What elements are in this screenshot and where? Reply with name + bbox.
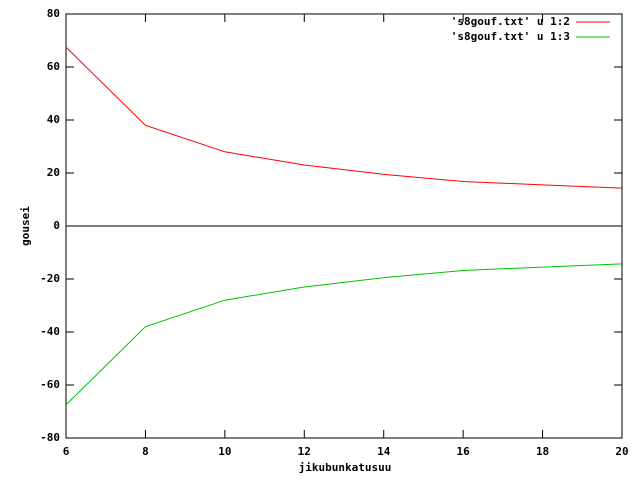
x-tick-label: 18 [536,445,549,458]
x-tick-label: 6 [63,445,70,458]
y-tick-label: 40 [47,113,60,126]
x-tick-label: 16 [457,445,471,458]
legend-label: 's8gouf.txt' u 1:3 [451,30,570,43]
y-tick-label: 0 [53,219,60,232]
y-tick-label: 60 [47,60,60,73]
y-tick-label: -60 [40,378,60,391]
x-tick-label: 12 [298,445,311,458]
x-tick-label: 10 [218,445,231,458]
series-line [65,46,623,189]
y-tick-label: 80 [47,7,60,20]
x-tick-label: 14 [377,445,391,458]
x-tick-label: 20 [615,445,628,458]
x-axis-label: jikubunkatusuu [299,461,392,474]
y-tick-label: -80 [40,431,60,444]
y-tick-label: 20 [47,166,60,179]
y-tick-label: -40 [40,325,60,338]
legend-label: 's8gouf.txt' u 1:2 [451,15,570,28]
x-tick-label: 8 [142,445,149,458]
y-axis-label: gousei [19,206,32,246]
series-line [65,263,623,406]
y-tick-label: -20 [40,272,60,285]
